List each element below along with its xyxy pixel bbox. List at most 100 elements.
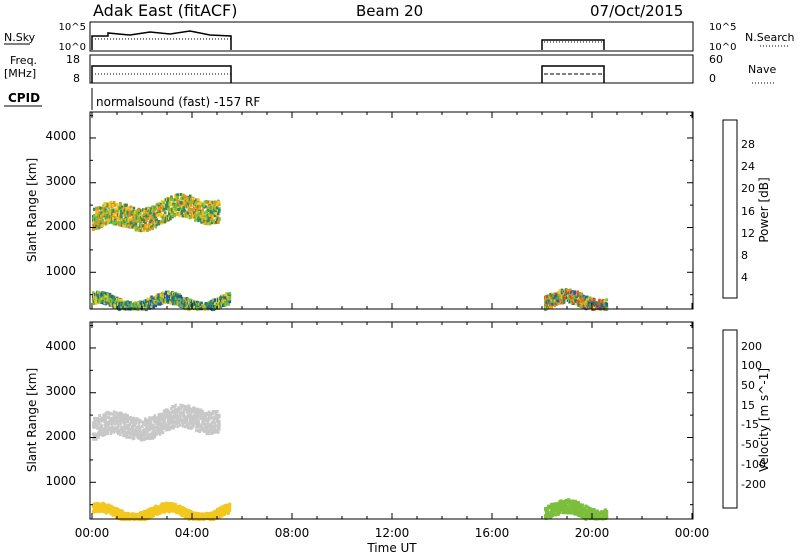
velocity-cell <box>155 416 159 420</box>
velocity-cell <box>201 512 204 516</box>
power-cell <box>156 209 160 213</box>
velocity-cell <box>149 432 152 436</box>
velocity-cell <box>132 435 136 438</box>
velocity-cell <box>176 425 179 428</box>
velocity-cell <box>116 420 119 424</box>
velocity-cell <box>100 416 103 420</box>
power-cell <box>218 202 221 206</box>
velocity-colorbar: -200 -100 -50 -15 15 50 100 200 Velocity… <box>722 329 771 509</box>
velocity-cell <box>200 425 203 428</box>
velocity-cbar-tick-200: 200 <box>741 340 762 353</box>
velocity-cell <box>158 419 162 423</box>
velocity-cell <box>187 422 191 426</box>
velocity-cell <box>204 416 208 420</box>
power-cell <box>151 221 154 225</box>
power-cell <box>164 207 168 211</box>
velocity-cell <box>133 431 137 435</box>
power-cell <box>174 209 177 213</box>
power-cell <box>180 201 184 205</box>
power-colorbar-frame <box>722 119 738 299</box>
velocity-cell <box>188 407 192 411</box>
power-cell <box>567 289 570 293</box>
power-cell <box>134 228 138 232</box>
power-cell <box>145 216 148 220</box>
velocity-cell <box>196 407 199 411</box>
power-cell <box>218 209 221 213</box>
velocity-cell <box>113 422 117 426</box>
velocity-cell <box>550 509 553 513</box>
velocity-cell <box>138 419 142 423</box>
power-cell <box>213 200 217 204</box>
power-cell <box>578 292 582 296</box>
power-cell <box>207 218 211 222</box>
velocity-y-tick-1000: 1000 <box>45 474 76 488</box>
velocity-cell <box>129 419 133 422</box>
velocity-cell <box>185 410 189 414</box>
velocity-cell <box>161 431 165 435</box>
velocity-cell <box>139 434 143 438</box>
power-cell <box>102 221 105 225</box>
x-axis-label: Time UT <box>366 541 417 554</box>
power-cell <box>123 213 126 217</box>
power-cell <box>167 198 170 202</box>
nsearch-label: N.Search <box>745 31 795 44</box>
power-cell <box>114 207 118 211</box>
velocity-cell <box>205 427 209 431</box>
velocity-cell <box>195 425 198 429</box>
power-cell <box>189 203 193 207</box>
power-cell <box>121 205 124 209</box>
power-cell <box>125 207 128 211</box>
power-cell <box>94 220 97 224</box>
velocity-cell <box>588 506 592 510</box>
power-cell <box>553 297 557 301</box>
power-cell <box>546 296 549 300</box>
velocity-y-tick-2000: 2000 <box>45 429 76 443</box>
power-cbar-tick-24: 24 <box>741 160 755 173</box>
power-cell <box>168 212 171 216</box>
power-y-tick-4000: 4000 <box>45 129 76 143</box>
power-cell <box>583 298 587 302</box>
velocity-cell <box>134 429 138 433</box>
power-cell <box>101 224 104 227</box>
velocity-cell <box>147 433 150 437</box>
power-cell <box>197 198 200 202</box>
velocity-cell <box>157 415 161 418</box>
freq-panel: Freq. [MHz] 18 8 60 0 Nave <box>4 53 776 85</box>
velocity-cell <box>97 419 100 423</box>
power-panel: Slant Range [km] <box>25 111 694 312</box>
power-cell <box>146 225 149 229</box>
power-cell <box>160 221 164 225</box>
velocity-cell <box>155 432 159 436</box>
velocity-y-tick-3000: 3000 <box>45 384 76 398</box>
power-cell <box>598 298 601 302</box>
velocity-cell <box>146 430 149 434</box>
power-cell <box>170 197 173 201</box>
power-cell <box>197 202 200 205</box>
power-cell <box>584 300 588 304</box>
velocity-cell <box>109 412 113 416</box>
velocity-cell <box>180 419 184 422</box>
velocity-cell <box>197 425 200 429</box>
power-cell <box>171 211 174 215</box>
velocity-cell <box>136 429 140 433</box>
velocity-cell <box>554 513 558 517</box>
x-tick-2400: 00:00 <box>675 526 710 540</box>
power-cell <box>146 299 149 303</box>
power-cell <box>133 226 137 230</box>
power-cell <box>173 213 176 217</box>
power-cell <box>194 213 197 217</box>
velocity-cell <box>184 421 188 425</box>
power-cell <box>120 212 123 216</box>
velocity-cell <box>573 512 576 516</box>
velocity-cell <box>209 416 213 420</box>
velocity-cell <box>218 413 221 417</box>
power-cell <box>175 208 178 211</box>
power-cell <box>106 221 110 225</box>
velocity-cell <box>197 419 200 423</box>
power-ylabel: Slant Range [km] <box>25 158 39 262</box>
velocity-cell <box>223 512 226 516</box>
nsearch-tick-top: 10^5 <box>709 22 736 33</box>
velocity-cell <box>156 425 160 429</box>
velocity-cell <box>175 412 178 416</box>
velocity-cell <box>216 419 219 423</box>
